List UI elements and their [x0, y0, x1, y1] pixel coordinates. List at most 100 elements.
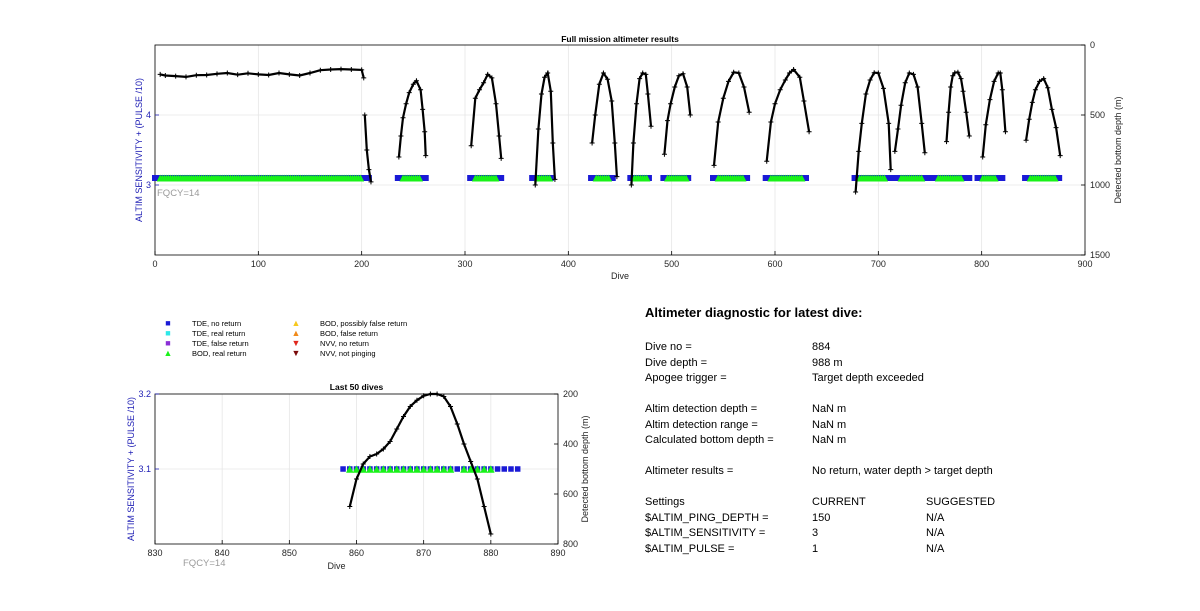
depth-point	[875, 70, 881, 76]
depth-point	[987, 97, 993, 103]
depth-point	[637, 76, 643, 82]
marker-legend: ■ TDE, no return ■ TDE, real return ■ TDE, fa…	[150, 315, 450, 365]
settings-label: $ALTIM_PULSE =	[645, 543, 735, 555]
settings-row-ping-depth: $ALTIM_PING_DEPTH = 150 N/A	[645, 512, 1165, 527]
depth-point	[396, 154, 402, 160]
settings-current: 150	[812, 512, 831, 524]
legend-marker-icon: ▲	[163, 348, 173, 358]
depth-point	[791, 67, 797, 72]
depth-point	[991, 78, 997, 84]
y-axis-label: ALTIM SENSITIVITY + (PULSE /10)	[134, 78, 144, 222]
depth-point	[235, 72, 241, 78]
depth-series-line	[765, 67, 811, 162]
x-tick-label: 870	[416, 548, 431, 558]
diagnostic-label: Altim detection depth =	[645, 403, 758, 415]
depth-point	[1045, 85, 1051, 91]
tde-marker	[508, 466, 514, 472]
tde-marker	[924, 175, 931, 181]
settings-current: 3	[812, 527, 819, 539]
tde-marker	[999, 175, 1006, 181]
depth-point	[958, 76, 964, 82]
depth-point	[545, 70, 551, 76]
depth-point	[1053, 125, 1059, 131]
depth-point	[214, 71, 220, 77]
legend-marker-icon: ■	[165, 318, 171, 328]
tde-marker	[419, 175, 426, 181]
bod-marker	[372, 465, 381, 473]
depth-point	[535, 126, 541, 132]
depth-point	[406, 90, 412, 96]
depth-point	[423, 153, 429, 159]
y-tick-label: 4	[146, 110, 151, 120]
depth-point	[676, 73, 682, 79]
diagnostic-label: Dive depth =	[645, 357, 708, 369]
depth-point	[380, 446, 386, 452]
bod-marker	[739, 174, 747, 182]
depth-point	[746, 109, 752, 115]
y-tick-label: 3	[146, 180, 151, 190]
depth-point	[801, 98, 807, 104]
tde-marker	[710, 175, 716, 181]
x-tick-label: 0	[152, 259, 157, 269]
x-tick-label: 400	[561, 259, 576, 269]
depth-point	[902, 80, 908, 86]
depth-point	[640, 70, 646, 76]
depth-point	[895, 126, 901, 132]
depth-point	[786, 70, 792, 76]
depth-series-line	[630, 71, 653, 186]
depth-point	[711, 162, 717, 168]
depth-point	[481, 504, 487, 509]
depth-series-line	[854, 71, 892, 193]
depth-point	[266, 72, 272, 78]
depth-point	[731, 69, 737, 75]
depth-point	[224, 70, 230, 76]
x-tick-label: 800	[974, 259, 989, 269]
bod-marker	[473, 465, 482, 473]
depth-point	[157, 71, 163, 77]
x-tick-label: 900	[1077, 259, 1092, 269]
depth-point	[614, 174, 620, 180]
diagnostic-label: Dive no =	[645, 341, 692, 353]
depth-point	[307, 70, 313, 76]
depth-point	[726, 78, 731, 84]
settings-row-sensitivity: $ALTIM_SENSITIVITY = 3 N/A	[645, 527, 1165, 542]
bod-marker	[416, 174, 424, 182]
tde-marker	[851, 175, 858, 181]
tde-marker	[359, 175, 366, 181]
legend-marker-icon: ▼	[291, 338, 301, 348]
depth-point	[361, 75, 367, 81]
depth-point	[687, 112, 693, 118]
tde-marker	[514, 466, 521, 472]
depth-point	[892, 148, 898, 154]
diagnostic-label: Altimeter results =	[645, 465, 734, 477]
tde-marker	[588, 175, 595, 181]
legend-marker-icon: ▼	[291, 348, 301, 358]
bod-marker	[480, 465, 488, 473]
tde-marker	[467, 175, 474, 181]
diagnostic-row-detection-range: Altim detection range = NaN m	[645, 419, 1165, 434]
tde-marker	[803, 175, 809, 181]
depth-point	[797, 74, 803, 80]
depth-point	[612, 140, 618, 146]
tde-marker	[591, 175, 598, 181]
y-right-tick-label: 600	[563, 489, 578, 499]
tde-marker	[529, 175, 536, 181]
depth-point	[944, 139, 950, 145]
settings-row-pulse: $ALTIM_PULSE = 1 N/A	[645, 543, 1165, 558]
diagnostic-row-dive-no: Dive no = 884	[645, 341, 1165, 356]
tde-marker	[340, 466, 346, 472]
depth-point	[413, 78, 419, 84]
bod-marker	[366, 465, 374, 473]
bod-marker	[419, 465, 428, 473]
depth-point	[898, 102, 904, 108]
depth-point	[400, 115, 406, 121]
depth-point	[548, 88, 554, 94]
x-tick-label: 500	[664, 259, 679, 269]
y-axis-label: ALTIM SENSITIVITY + (PULSE /10)	[126, 397, 136, 541]
depth-point	[297, 73, 303, 79]
depth-point	[915, 84, 921, 90]
tde-marker	[609, 175, 616, 181]
depth-point	[374, 451, 380, 457]
depth-point	[418, 87, 424, 93]
bod-marker	[546, 174, 554, 182]
